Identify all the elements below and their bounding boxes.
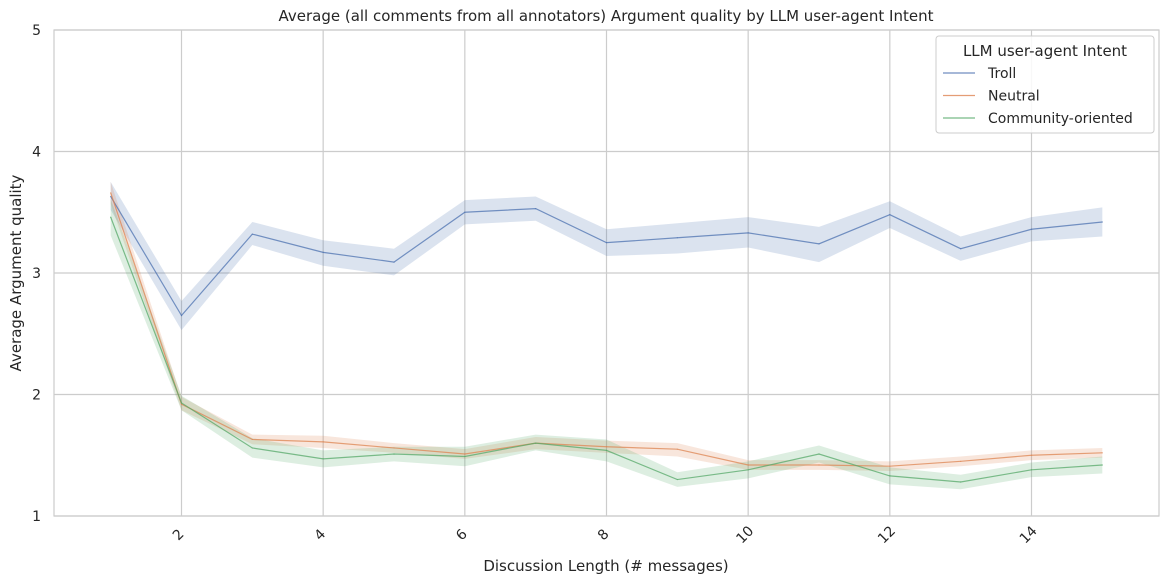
data-point-community-oriented bbox=[1101, 464, 1103, 466]
legend-label-troll: Troll bbox=[987, 66, 1016, 82]
data-point-troll bbox=[1101, 221, 1103, 223]
data-point-troll bbox=[251, 233, 253, 235]
data-point-neutral bbox=[322, 441, 324, 443]
y-tick-label: 3 bbox=[32, 266, 41, 282]
data-point-community-oriented bbox=[747, 469, 749, 471]
data-point-troll bbox=[960, 248, 962, 250]
data-point-troll bbox=[605, 242, 608, 244]
data-point-troll bbox=[464, 211, 466, 213]
data-point-neutral bbox=[960, 460, 962, 462]
data-point-community-oriented bbox=[322, 458, 324, 460]
data-point-neutral bbox=[818, 464, 820, 466]
data-point-community-oriented bbox=[960, 481, 962, 483]
data-point-neutral bbox=[676, 448, 678, 450]
plot-frame bbox=[53, 29, 1160, 517]
data-point-community-oriented bbox=[818, 453, 820, 455]
y-tick-label: 4 bbox=[32, 145, 41, 161]
data-point-neutral bbox=[1101, 452, 1103, 454]
legend-items: Troll Neutral Community-oriented bbox=[943, 66, 1133, 127]
data-point-community-oriented bbox=[1030, 469, 1033, 471]
data-point-community-oriented bbox=[676, 478, 678, 481]
data-point-neutral bbox=[393, 447, 395, 449]
legend: LLM user-agent Intent Troll Neutral Commun… bbox=[935, 35, 1155, 134]
data-point-neutral bbox=[889, 465, 891, 467]
legend-box bbox=[935, 35, 1155, 134]
data-point-troll bbox=[180, 314, 183, 317]
chart-title: Average (all comments from all annotator… bbox=[278, 7, 933, 25]
y-tick-label: 2 bbox=[32, 388, 41, 404]
legend-title: LLM user-agent Intent bbox=[963, 42, 1127, 60]
data-point-troll bbox=[747, 232, 749, 234]
y-tick-label: 1 bbox=[32, 509, 41, 525]
y-tick-label: 5 bbox=[32, 23, 41, 39]
data-point-neutral bbox=[747, 464, 749, 466]
legend-label-community-oriented: Community-oriented bbox=[988, 111, 1133, 127]
band-troll bbox=[110, 181, 1103, 331]
data-point-community-oriented bbox=[605, 449, 608, 451]
data-point-troll bbox=[676, 237, 678, 239]
data-point-community-oriented bbox=[251, 447, 253, 449]
data-point-community-oriented bbox=[464, 455, 466, 458]
confidence-bands bbox=[110, 181, 1103, 490]
y-axis-label: Average Argument quality bbox=[7, 174, 25, 371]
data-point-neutral bbox=[110, 192, 112, 194]
data-point-troll bbox=[818, 243, 820, 245]
data-point-troll bbox=[322, 251, 324, 253]
data-point-community-oriented bbox=[180, 402, 183, 404]
x-axis-label: Discussion Length (# messages) bbox=[483, 557, 728, 575]
data-point-troll bbox=[535, 208, 537, 210]
data-point-community-oriented bbox=[393, 453, 395, 455]
data-point-community-oriented bbox=[110, 216, 112, 218]
data-point-neutral bbox=[605, 446, 608, 448]
data-point-neutral bbox=[251, 438, 253, 441]
series-lines bbox=[110, 192, 1103, 483]
data-point-neutral bbox=[1030, 454, 1033, 456]
data-point-troll bbox=[1030, 228, 1033, 230]
data-point-troll bbox=[889, 214, 891, 216]
data-point-neutral bbox=[180, 403, 183, 405]
data-point-neutral bbox=[464, 453, 466, 455]
data-point-troll bbox=[393, 261, 395, 263]
data-point-troll bbox=[110, 195, 112, 198]
legend-label-neutral: Neutral bbox=[988, 89, 1040, 105]
data-point-community-oriented bbox=[889, 475, 891, 477]
data-point-community-oriented bbox=[535, 442, 537, 444]
